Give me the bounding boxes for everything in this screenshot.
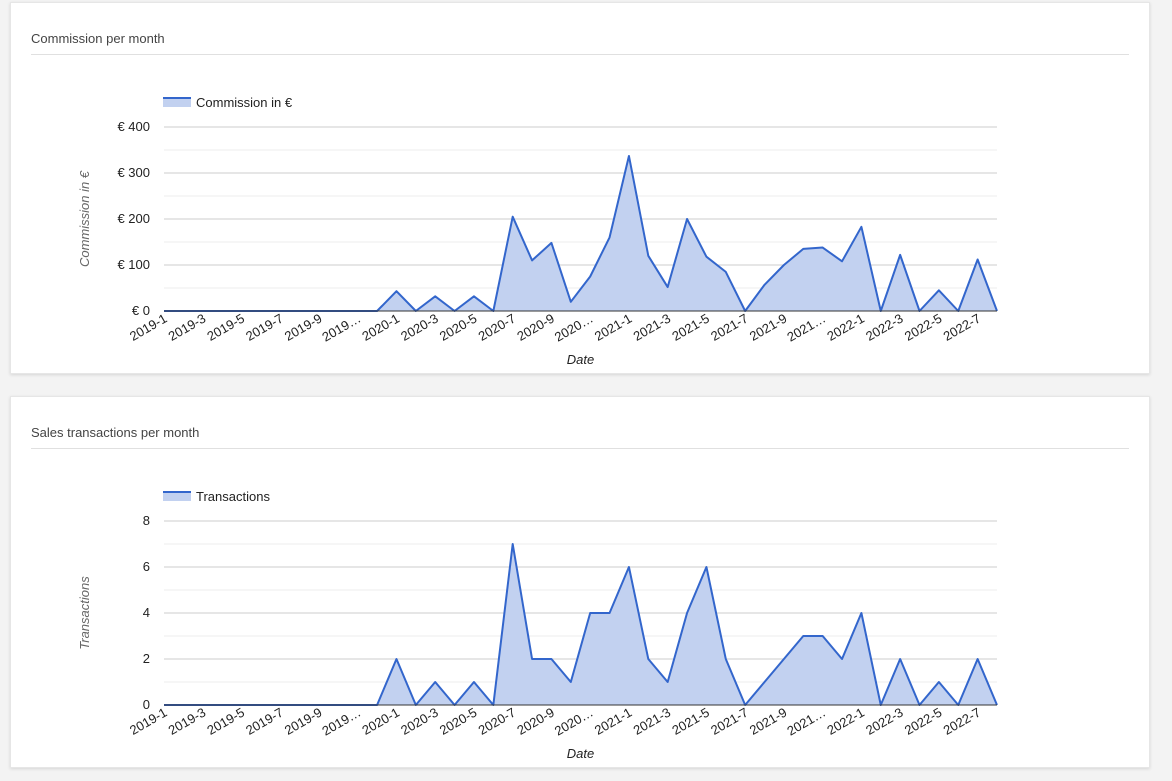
x-tick-label: 2020-9 [514,311,557,344]
card-title: Sales transactions per month [31,425,200,440]
x-tick-label: 2021-3 [631,311,674,344]
y-tick-label: 6 [143,559,150,574]
x-tick-label: 2021-7 [708,311,751,344]
x-tick-label: 2019-9 [282,311,325,344]
x-tick-label: 2019-3 [166,705,209,738]
y-tick-label: € 0 [132,303,150,318]
x-tick-label: 2021-7 [708,705,751,738]
x-tick-label: 2020-1 [359,311,402,344]
x-tick-label: 2021-1 [592,705,635,738]
x-tick-label: 2019-7 [243,705,286,738]
y-tick-label: 8 [143,513,150,528]
y-axis-title: Transactions [77,576,92,650]
transactions-card: Sales transactions per month 0 2 4 6 8 Transa… [10,396,1150,768]
commission-chart: € 0 € 100 € 200 € 300 € 400 Commission in € 20… [77,95,998,367]
x-tick-label: 2019… [319,705,363,739]
x-tick-label: 2021-3 [631,705,674,738]
x-tick-label: 2021… [784,311,828,345]
x-tick-label: 2021-9 [747,311,790,344]
x-tick-label: 2022-5 [902,705,945,738]
x-tick-label: 2022-7 [941,311,984,344]
x-tick-label: 2021… [784,705,828,739]
x-tick-label: 2020-1 [359,705,402,738]
card-divider [31,448,1129,449]
x-tick-label: 2019… [319,311,363,345]
legend-label: Transactions [196,489,270,504]
x-tick-label: 2021-9 [747,705,790,738]
x-tick-label: 2020… [552,705,596,739]
legend-swatch [163,492,191,501]
series-area [164,544,997,705]
x-tick-label: 2020… [552,311,596,345]
transactions-chart: 02468Transactions2019-12019-32019-52019-… [77,489,998,761]
x-tick-label: 2020-7 [476,705,519,738]
x-tick-label: 2019-3 [166,311,209,344]
y-tick-label: 0 [143,697,150,712]
legend-label: Commission in € [196,95,293,110]
y-tick-label: 2 [143,651,150,666]
y-axis-title: Commission in € [77,170,92,267]
x-tick-label: 2019-7 [243,311,286,344]
x-tick-label: 2022-3 [863,311,906,344]
x-axis-title: Date [567,352,594,367]
y-tick-label: 4 [143,605,150,620]
x-tick-label: 2022-1 [824,705,867,738]
x-tick-label: 2020-7 [476,311,519,344]
x-tick-label: 2021-5 [669,705,712,738]
x-axis-title: Date [567,746,594,761]
x-tick-label: 2021-1 [592,311,635,344]
x-tick-label: 2020-9 [514,705,557,738]
x-tick-label: 2022-5 [902,311,945,344]
legend-swatch [163,98,191,107]
x-tick-label: 2022-1 [824,311,867,344]
x-tick-label: 2020-5 [437,311,480,344]
y-tick-label: € 300 [117,165,150,180]
y-tick-label: € 400 [117,119,150,134]
x-tick-label: 2022-3 [863,705,906,738]
x-tick-label: 2020-5 [437,705,480,738]
x-tick-label: 2020-3 [398,705,441,738]
y-tick-label: € 100 [117,257,150,272]
x-tick-label: 2019-9 [282,705,325,738]
y-tick-label: € 200 [117,211,150,226]
x-tick-label: 2020-3 [398,311,441,344]
card-divider [31,54,1129,55]
x-tick-label: 2021-5 [669,311,712,344]
card-title: Commission per month [31,31,165,46]
commission-card: Commission per month € 0 € 100 € 200 € 300 €… [10,2,1150,374]
series-area [164,155,997,311]
x-tick-label: 2022-7 [941,705,984,738]
x-tick-label: 2019-5 [204,311,247,344]
x-tick-label: 2019-5 [204,705,247,738]
